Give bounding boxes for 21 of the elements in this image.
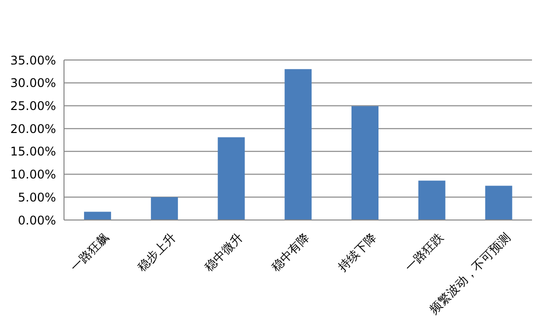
y-tick-label: 30.00%: [10, 76, 56, 90]
y-tick-label: 20.00%: [10, 122, 56, 136]
y-tick-label: 0.00%: [18, 213, 56, 228]
bar: [418, 180, 446, 220]
bar: [485, 186, 512, 220]
bar: [84, 212, 112, 220]
x-tick-label: 持续下降: [335, 230, 380, 274]
y-tick-label: 5.00%: [18, 190, 56, 204]
x-tick-label: 一路狂飙: [68, 230, 112, 274]
bar: [284, 69, 312, 220]
bar: [351, 106, 378, 220]
y-tick-label: 35.00%: [10, 53, 56, 68]
bar: [218, 137, 245, 220]
bar: [150, 197, 178, 220]
y-tick-label: 15.00%: [10, 144, 56, 159]
y-tick-label: 25.00%: [10, 98, 56, 113]
x-tick-label: 稳步上升: [134, 230, 179, 274]
x-tick-label: 稳中微升: [202, 230, 246, 274]
y-tick-label: 10.00%: [10, 168, 56, 182]
x-tick-label: 稳中有降: [268, 230, 312, 274]
x-tick-label: 一路狂跌: [402, 230, 446, 274]
